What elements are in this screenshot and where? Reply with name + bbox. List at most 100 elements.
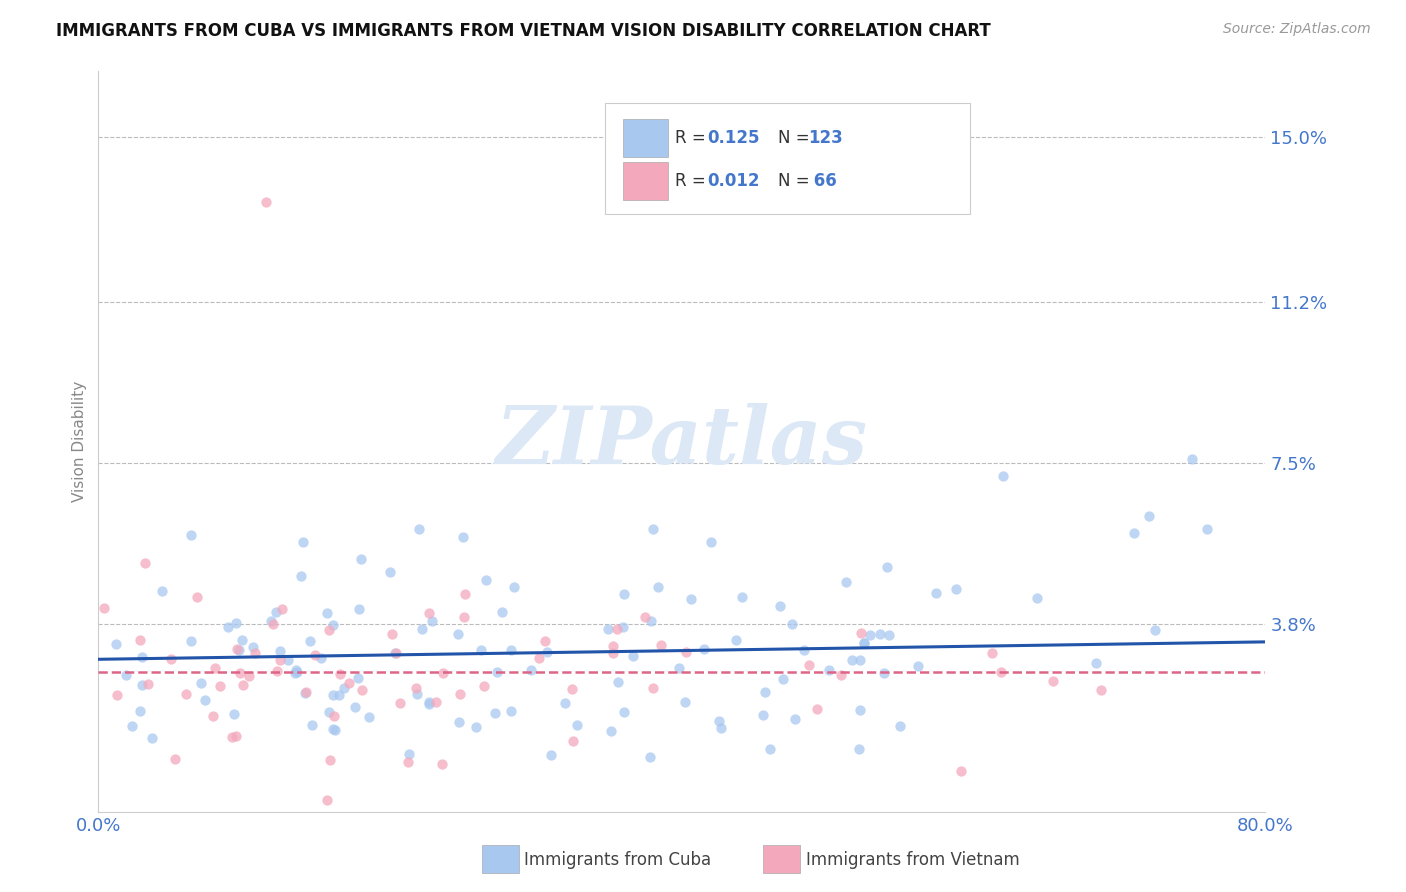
Point [262, 617, 284, 632]
Point [228, 642, 250, 657]
Point [352, 682, 374, 697]
Point [472, 679, 495, 693]
Point [328, 688, 350, 702]
Point [503, 581, 526, 595]
Point [470, 643, 492, 657]
Point [700, 534, 723, 549]
Point [534, 633, 557, 648]
Point [793, 643, 815, 657]
Point [254, 194, 277, 209]
Point [640, 750, 662, 764]
Point [754, 685, 776, 699]
Point [105, 689, 128, 703]
Point [817, 663, 839, 677]
Point [290, 569, 312, 583]
Point [299, 634, 322, 648]
Point [1143, 624, 1166, 638]
Point [641, 522, 664, 536]
Point [131, 650, 153, 665]
Point [269, 643, 291, 657]
Point [877, 628, 900, 642]
Point [869, 627, 891, 641]
Point [186, 591, 208, 605]
Point [1042, 674, 1064, 689]
Point [295, 685, 318, 699]
Point [852, 636, 875, 650]
Point [231, 632, 253, 647]
Point [640, 614, 662, 628]
Point [418, 694, 440, 708]
Text: N =: N = [778, 128, 814, 147]
Point [396, 756, 419, 770]
Point [925, 586, 948, 600]
Point [323, 723, 346, 737]
Point [598, 622, 620, 636]
Point [643, 681, 665, 695]
Point [830, 668, 852, 682]
Point [318, 623, 340, 637]
Point [277, 653, 299, 667]
Point [209, 679, 232, 693]
Point [384, 646, 406, 660]
Point [612, 619, 634, 633]
Point [849, 625, 872, 640]
Point [350, 552, 373, 566]
Point [606, 674, 628, 689]
Point [322, 722, 344, 736]
Point [141, 731, 163, 745]
Point [418, 697, 440, 711]
Point [1123, 526, 1146, 541]
Point [420, 614, 443, 628]
Point [190, 675, 212, 690]
Text: Source: ZipAtlas.com: Source: ZipAtlas.com [1223, 22, 1371, 37]
Point [780, 616, 803, 631]
Point [668, 660, 690, 674]
Point [475, 573, 498, 587]
Point [398, 747, 420, 761]
Point [1137, 508, 1160, 523]
Point [347, 602, 370, 616]
Point [232, 678, 254, 692]
Point [93, 601, 115, 615]
Point [602, 646, 624, 660]
Point [859, 627, 882, 641]
Point [128, 704, 150, 718]
Point [907, 659, 929, 673]
Point [673, 694, 696, 708]
Point [194, 693, 217, 707]
Point [180, 634, 202, 648]
Point [174, 687, 197, 701]
Point [451, 530, 474, 544]
Point [849, 703, 872, 717]
Point [136, 676, 159, 690]
Point [454, 587, 477, 601]
Point [1090, 683, 1112, 698]
Point [447, 627, 470, 641]
Point [484, 706, 506, 720]
Point [848, 742, 870, 756]
Point [981, 646, 1004, 660]
Point [675, 645, 697, 659]
Text: R =: R = [675, 172, 711, 190]
Point [453, 610, 475, 624]
Text: 123: 123 [808, 128, 844, 147]
Point [562, 734, 585, 748]
Point [613, 587, 636, 601]
Point [449, 714, 471, 729]
Point [501, 704, 523, 718]
Point [945, 582, 967, 597]
Point [160, 652, 183, 666]
Point [841, 653, 863, 667]
Point [536, 645, 558, 659]
Point [343, 700, 366, 714]
Point [519, 664, 541, 678]
Point [772, 672, 794, 686]
Point [315, 607, 337, 621]
Point [681, 591, 703, 606]
Point [285, 665, 308, 679]
Point [294, 686, 316, 700]
Point [621, 648, 644, 663]
Point [204, 661, 226, 675]
Point [602, 640, 624, 654]
Point [835, 575, 858, 590]
